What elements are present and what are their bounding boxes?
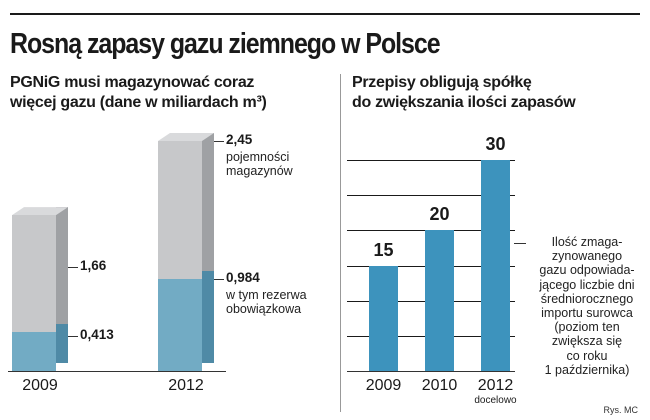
capacity-bar-front — [158, 141, 202, 279]
right-note-line: zwiększa się — [551, 334, 623, 349]
right-note: Ilość zmaga- zynowanego gazu odpowiada- … — [537, 235, 637, 377]
series-annotation: pojemności — [226, 150, 290, 164]
right-note-line: (poziom ten — [554, 320, 620, 335]
bar-2010 — [425, 230, 454, 371]
reserve-value-label: 0,984 — [226, 269, 260, 285]
capacity-bar-side — [202, 133, 214, 271]
right-note-line: 1 października) — [544, 362, 630, 377]
gridline — [347, 195, 515, 196]
x-tick-label: 2012 — [168, 377, 204, 394]
right-note-line: Ilość zmaga- — [551, 235, 623, 249]
series-annotation: obowiązkowa — [226, 301, 302, 316]
right-note-line: importu surowca — [541, 306, 633, 321]
x-tick-label: 2009 — [22, 377, 58, 394]
x-axis-baseline — [347, 371, 515, 372]
series-annotation: magazynów — [226, 164, 293, 178]
gridline — [347, 160, 515, 161]
left-subtitle: PGNiG musi magazynować coraz więcej gazu… — [10, 73, 267, 113]
x-tick-sublabel: docelowo — [474, 395, 517, 406]
x-tick-label: 2009 — [365, 377, 402, 394]
reserve-bar-side — [56, 324, 68, 363]
capacity-value-label: 2,45 — [226, 132, 253, 147]
x-tick-label: 2010 — [421, 377, 458, 394]
leader-tick — [68, 267, 78, 269]
bar-2009 — [369, 265, 398, 371]
page-title: Rosną zapasy gazu ziemnego w Polsce — [10, 28, 441, 60]
credit: Rys. MC — [603, 405, 639, 415]
capacity-value-label: 1,66 — [80, 258, 107, 274]
bar-2012 — [481, 160, 510, 371]
leader-tick — [214, 141, 224, 142]
reserve-bar-side — [202, 270, 214, 363]
right-note-line: gazu odpowiada- — [539, 263, 635, 278]
right-note-line: średniorocznego — [540, 291, 634, 306]
x-axis-baseline — [8, 371, 226, 372]
reserve-bar-front — [158, 278, 202, 371]
top-rule — [10, 13, 640, 15]
right-note-line: co roku — [566, 348, 608, 363]
bar-value-label: 15 — [373, 239, 394, 260]
bar-value-label: 30 — [485, 134, 506, 155]
note-leader — [514, 243, 526, 244]
capacity-bar-top — [158, 133, 214, 141]
capacity-bar-top — [12, 207, 68, 216]
series-annotation: w tym rezerwa — [226, 287, 307, 302]
panel-divider — [340, 74, 341, 412]
bar-value-label: 20 — [429, 204, 450, 225]
right-subtitle-line1: Przepisy obligują spółkę — [352, 74, 532, 91]
right-subtitle-line2: do zwiększania ilości zapasów — [352, 94, 576, 111]
capacity-bar-side — [56, 207, 68, 325]
capacity-bar-front — [12, 215, 56, 333]
left-subtitle-line2: więcej gazu (dane w miliardach m³) — [10, 94, 267, 111]
leader-tick — [68, 336, 78, 338]
right-note-line: jącego liczbie dni — [539, 277, 635, 292]
leader-tick — [214, 278, 224, 280]
reserve-bar-front — [12, 332, 56, 371]
right-note-line: zynowanego — [551, 249, 623, 264]
right-subtitle: Przepisy obligują spółkę do zwiększania … — [352, 73, 576, 113]
left-subtitle-line1: PGNiG musi magazynować coraz — [10, 74, 255, 91]
reserve-value-label: 0,413 — [80, 327, 114, 343]
x-tick-label: 2012 — [477, 377, 514, 394]
